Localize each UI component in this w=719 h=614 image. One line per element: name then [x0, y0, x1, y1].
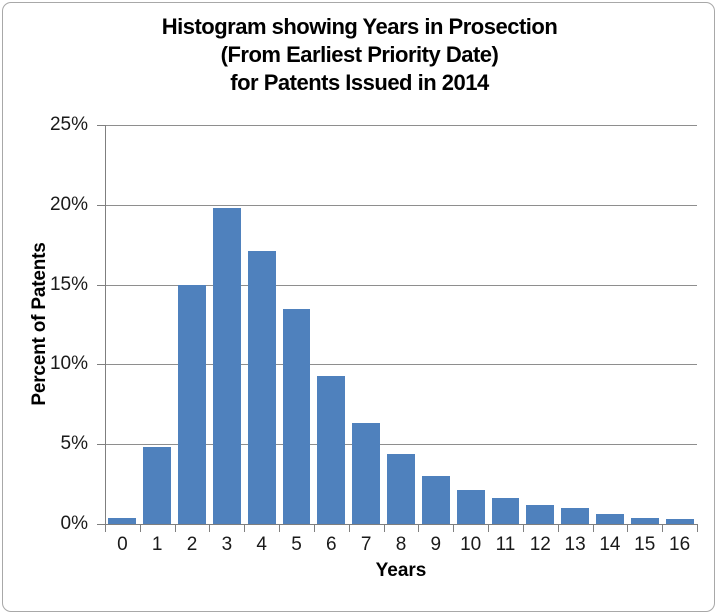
x-axis-title: Years	[375, 560, 427, 581]
x-tick-label: 5	[291, 534, 302, 555]
y-tick-label: 20%	[49, 193, 88, 215]
x-tick-label: 9	[430, 534, 442, 555]
x-tick-label: 4	[256, 534, 267, 555]
bar	[178, 284, 206, 524]
y-tick-label: 5%	[60, 433, 88, 455]
x-tick-label: 2	[186, 534, 198, 555]
chart-title-line-2: (From Earliest Priority Date)	[220, 42, 499, 67]
bar	[143, 447, 172, 524]
x-axis-tick	[557, 525, 559, 532]
x-axis-tick	[662, 525, 664, 532]
bar	[596, 514, 624, 524]
bar	[456, 490, 485, 524]
bar	[630, 517, 659, 524]
x-axis-tick	[488, 525, 490, 532]
gridline	[106, 204, 697, 206]
x-tick-label: 6	[326, 534, 337, 555]
y-axis-tick	[97, 444, 105, 446]
bar	[352, 423, 381, 524]
x-axis-tick	[139, 525, 141, 532]
y-axis-tick	[97, 204, 105, 206]
x-axis-tick	[383, 525, 385, 532]
x-axis-tick	[418, 525, 420, 532]
x-axis-tick	[174, 525, 176, 532]
y-axis-tick	[97, 524, 105, 525]
bar	[387, 453, 415, 524]
bar	[665, 519, 694, 524]
y-axis-tick	[97, 284, 105, 286]
x-axis-line	[105, 524, 698, 525]
x-axis-tick	[592, 525, 594, 532]
x-axis-tick	[453, 525, 455, 532]
gridline	[106, 444, 697, 446]
x-tick-label: 0	[117, 534, 128, 555]
y-axis-tick	[97, 364, 105, 366]
bar	[421, 476, 450, 524]
x-tick-label: 16	[669, 534, 691, 555]
y-axis-line	[105, 125, 106, 524]
gridline	[106, 364, 697, 366]
chart-title-line-1: Histogram showing Years in Prosection	[161, 14, 558, 39]
x-tick-label: 13	[564, 534, 586, 555]
bar	[317, 375, 346, 524]
x-tick-label: 1	[151, 534, 163, 555]
bar	[282, 308, 311, 524]
x-tick-label: 12	[529, 534, 551, 555]
y-axis-tick	[97, 125, 105, 126]
x-tick-label: 11	[495, 534, 516, 555]
x-tick-label: 7	[360, 534, 372, 555]
x-axis-tick	[348, 525, 350, 532]
bar	[108, 517, 137, 524]
chart-title: Histogram showing Years in Prosection (F…	[0, 13, 719, 97]
bar	[212, 207, 241, 524]
y-tick-label: 25%	[49, 114, 88, 135]
x-axis-tick	[522, 525, 524, 532]
gridline	[106, 284, 697, 286]
x-axis-tick	[279, 525, 281, 532]
bar	[491, 498, 520, 524]
x-axis-tick	[697, 525, 698, 532]
y-tick-label: 10%	[49, 353, 88, 375]
y-tick-label: 0%	[60, 513, 88, 534]
x-axis-tick	[313, 525, 315, 532]
chart-title-line-3: for Patents Issued in 2014	[230, 70, 489, 95]
x-axis-tick	[209, 525, 211, 532]
x-tick-label: 15	[634, 534, 656, 555]
x-tick-label: 8	[395, 534, 407, 555]
x-tick-label: 3	[221, 534, 233, 555]
gridline	[106, 125, 697, 126]
bar	[247, 251, 276, 524]
x-tick-label: 10	[460, 534, 482, 555]
y-tick-label: 15%	[49, 273, 88, 295]
bar	[526, 504, 555, 524]
x-axis-tick	[244, 525, 246, 532]
bar	[561, 508, 590, 524]
x-axis-tick	[627, 525, 629, 532]
x-axis-tick	[105, 525, 106, 532]
x-tick-label: 14	[599, 534, 621, 555]
